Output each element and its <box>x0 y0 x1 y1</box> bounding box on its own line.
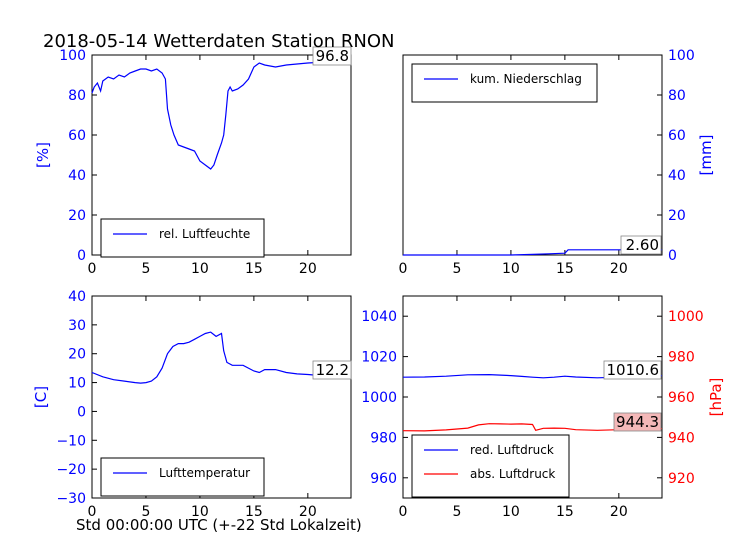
x-tick-label-precip: 5 <box>452 261 461 277</box>
legend-label-humidity: rel. Luftfeuchte <box>159 227 250 241</box>
x-tick-label-humidity: 15 <box>245 261 263 277</box>
y-tick-label-humidity: 100 <box>59 48 86 64</box>
y-tick-label-right-pressure: 960 <box>668 390 695 406</box>
x-tick-label-precip: 15 <box>556 261 574 277</box>
x-tick-label-pressure: 10 <box>502 504 520 520</box>
y-tick-label-right-pressure: 940 <box>668 430 695 446</box>
y-tick-label-right-pressure: 980 <box>668 350 695 366</box>
x-tick-label-precip: 10 <box>502 261 520 277</box>
y-tick-label-pressure: 960 <box>370 471 397 487</box>
x-tick-label-humidity: 10 <box>191 261 209 277</box>
series-line-pressure <box>402 423 663 432</box>
x-tick-label-pressure: 0 <box>399 504 408 520</box>
legend-label-temperature: Lufttemperatur <box>159 466 250 480</box>
x-tick-label-temperature: 0 <box>88 504 97 520</box>
x-tick-label-humidity: 20 <box>299 261 317 277</box>
x-axis-label: Std 00:00:00 UTC (+-22 Std Lokalzeit) <box>76 516 362 534</box>
y-tick-label-humidity: 60 <box>68 128 86 144</box>
legend-label-precip: kum. Niederschlag <box>470 72 582 86</box>
y-tick-label-pressure: 1000 <box>361 390 397 406</box>
last-value-box-temperature <box>312 360 352 380</box>
x-tick-label-precip: 20 <box>610 261 628 277</box>
y-tick-label-right-precip: 100 <box>668 48 695 64</box>
plot-frame-temperature <box>91 295 352 499</box>
y-tick-label-temperature: 20 <box>68 347 86 363</box>
y-axis-label-humidity: [%] <box>34 142 52 168</box>
legend-box-pressure <box>411 434 570 498</box>
x-tick-label-pressure: 5 <box>452 504 461 520</box>
y-tick-label-temperature: 40 <box>68 289 86 305</box>
y-tick-label-temperature: 0 <box>77 404 86 420</box>
x-tick-label-temperature: 5 <box>141 504 150 520</box>
last-value-label-pressure-red: 1010.6 <box>607 361 660 379</box>
x-tick-label-temperature: 20 <box>299 504 317 520</box>
last-value-label-humidity: 96.8 <box>316 47 349 65</box>
x-tick-label-humidity: 0 <box>88 261 97 277</box>
y-tick-label-right-precip: 20 <box>668 208 686 224</box>
legend-box-temperature <box>100 457 265 497</box>
x-tick-label-pressure: 15 <box>556 504 574 520</box>
last-value-box-precip <box>620 235 662 255</box>
legend-label-pressure: red. Luftdruck <box>470 443 554 457</box>
y-tick-label-right-precip: 0 <box>668 248 677 264</box>
y-tick-label-humidity: 80 <box>68 88 86 104</box>
y-tick-label-pressure: 980 <box>370 430 397 446</box>
series-line-humidity <box>91 60 352 170</box>
y-axis-label-pressure: [hPa] <box>707 378 725 417</box>
y-tick-label-humidity: 40 <box>68 168 86 184</box>
legend-box-precip <box>411 63 598 103</box>
last-value-label-temperature: 12.2 <box>316 361 349 379</box>
legend-label-pressure: abs. Luftdruck <box>470 467 555 481</box>
series-line-temperature <box>91 331 351 384</box>
last-value-label-pressure-abs: 944.3 <box>616 413 659 431</box>
x-tick-label-temperature: 10 <box>191 504 209 520</box>
x-tick-label-temperature: 15 <box>245 504 263 520</box>
x-tick-label-precip: 0 <box>399 261 408 277</box>
last-value-box-pressure-red <box>603 360 662 380</box>
y-axis-label-temperature: [C] <box>32 386 50 408</box>
y-tick-label-temperature: 30 <box>68 318 86 334</box>
y-tick-label-right-precip: 80 <box>668 88 686 104</box>
figure-title: 2018-05-14 Wetterdaten Station RNON <box>43 31 395 52</box>
last-value-box-humidity <box>312 46 352 66</box>
y-tick-label-humidity: 0 <box>77 248 86 264</box>
y-tick-label-right-precip: 40 <box>668 168 686 184</box>
y-tick-label-pressure: 1020 <box>361 350 397 366</box>
y-tick-label-temperature: −30 <box>56 491 86 507</box>
y-tick-label-temperature: 10 <box>68 376 86 392</box>
y-tick-label-right-precip: 60 <box>668 128 686 144</box>
legend-box-humidity <box>100 218 265 258</box>
y-tick-label-temperature: −20 <box>56 462 86 478</box>
last-value-label-precip: 2.60 <box>626 236 659 254</box>
series-line-precip <box>403 249 662 256</box>
y-tick-label-humidity: 20 <box>68 208 86 224</box>
last-value-box-pressure-abs <box>613 412 662 432</box>
x-tick-label-pressure: 20 <box>610 504 628 520</box>
y-axis-label-precip: [mm] <box>697 135 715 176</box>
y-tick-label-temperature: −10 <box>56 433 86 449</box>
y-tick-label-pressure: 1040 <box>361 309 397 325</box>
y-tick-label-right-pressure: 1000 <box>668 309 704 325</box>
x-tick-label-humidity: 5 <box>141 261 150 277</box>
y-tick-label-right-pressure: 920 <box>668 471 695 487</box>
